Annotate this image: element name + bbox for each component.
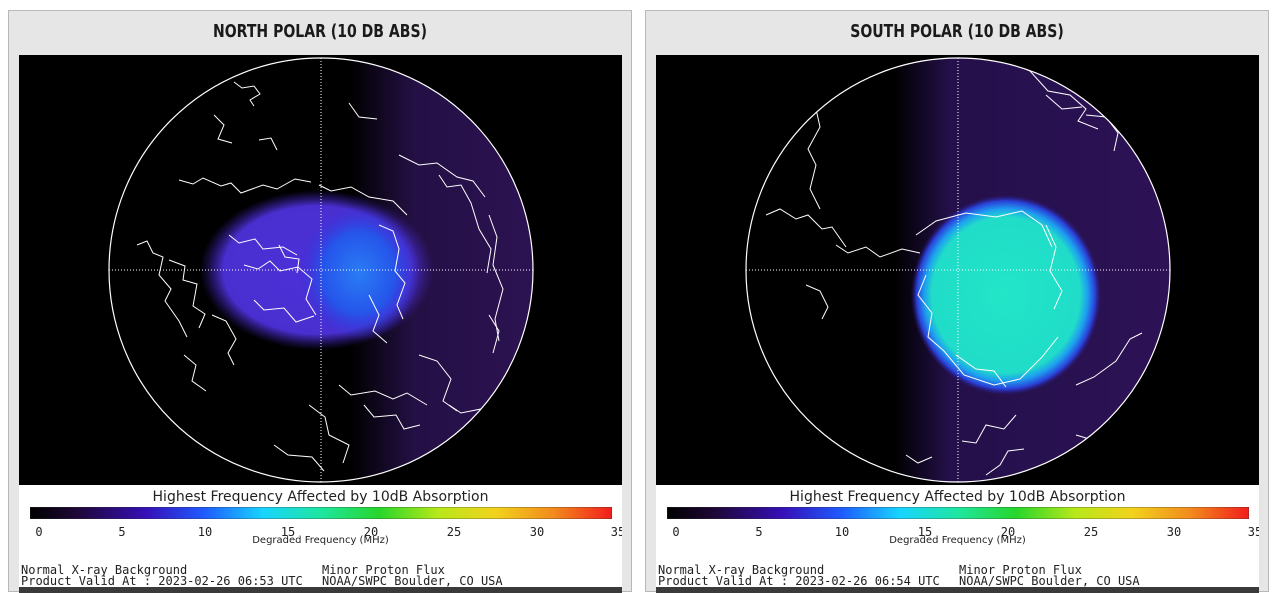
colorbar-tick: 20	[363, 525, 379, 539]
colorbar-tick: 35	[610, 525, 622, 539]
colorbar-tick: 30	[1166, 525, 1182, 539]
colorbar-tick: 0	[35, 525, 43, 539]
colorbar-tick: 10	[197, 525, 213, 539]
proton-flux-status: Minor Proton Flux	[322, 563, 445, 577]
north-polar-map	[19, 55, 622, 485]
colorbar-tick: 25	[446, 525, 462, 539]
bottom-strip	[656, 587, 1259, 593]
product-valid-time: Product Valid At : 2023-02-26 06:54 UTC	[658, 574, 940, 588]
colorbar-tick: 20	[1000, 525, 1016, 539]
panel-title: NORTH POLAR (10 DB ABS)	[212, 21, 427, 42]
north-polar-panel: NORTH POLAR (10 DB ABS)	[8, 10, 632, 593]
source-credit: NOAA/SWPC Boulder, CO USA	[959, 574, 1140, 588]
bottom-strip	[19, 587, 622, 593]
xray-status: Normal X-ray Background	[658, 563, 825, 577]
colorbar-title: Highest Frequency Affected by 10dB Absor…	[152, 489, 489, 505]
colorbar	[667, 507, 1249, 519]
panel-title: SOUTH POLAR (10 DB ABS)	[850, 21, 1064, 42]
colorbar-tick: 35	[1247, 525, 1259, 539]
colorbar-xlabel: Degraded Frequency (MHz)	[252, 535, 389, 546]
colorbar-tick: 25	[1083, 525, 1099, 539]
colorbar-tick: 5	[755, 525, 763, 539]
product-valid-time: Product Valid At : 2023-02-26 06:53 UTC	[21, 574, 303, 588]
plot-area: Highest Frequency Affected by 10dB Absor…	[656, 55, 1259, 593]
source-credit: NOAA/SWPC Boulder, CO USA	[322, 574, 503, 588]
xray-status: Normal X-ray Background	[21, 563, 188, 577]
colorbar	[30, 507, 612, 519]
south-polar-map	[656, 55, 1259, 485]
colorbar-xlabel: Degraded Frequency (MHz)	[889, 535, 1026, 546]
colorbar-tick: 0	[672, 525, 680, 539]
south-polar-panel: SOUTH POLAR (10 DB ABS)	[645, 10, 1269, 593]
proton-flux-status: Minor Proton Flux	[959, 563, 1082, 577]
colorbar-tick: 15	[280, 525, 296, 539]
colorbar-tick: 5	[118, 525, 126, 539]
plot-area: Highest Frequency Affected by 10dB Absor…	[19, 55, 622, 593]
colorbar-tick: 15	[917, 525, 933, 539]
colorbar-tick: 30	[529, 525, 545, 539]
colorbar-title: Highest Frequency Affected by 10dB Absor…	[789, 489, 1126, 505]
colorbar-tick: 10	[834, 525, 850, 539]
